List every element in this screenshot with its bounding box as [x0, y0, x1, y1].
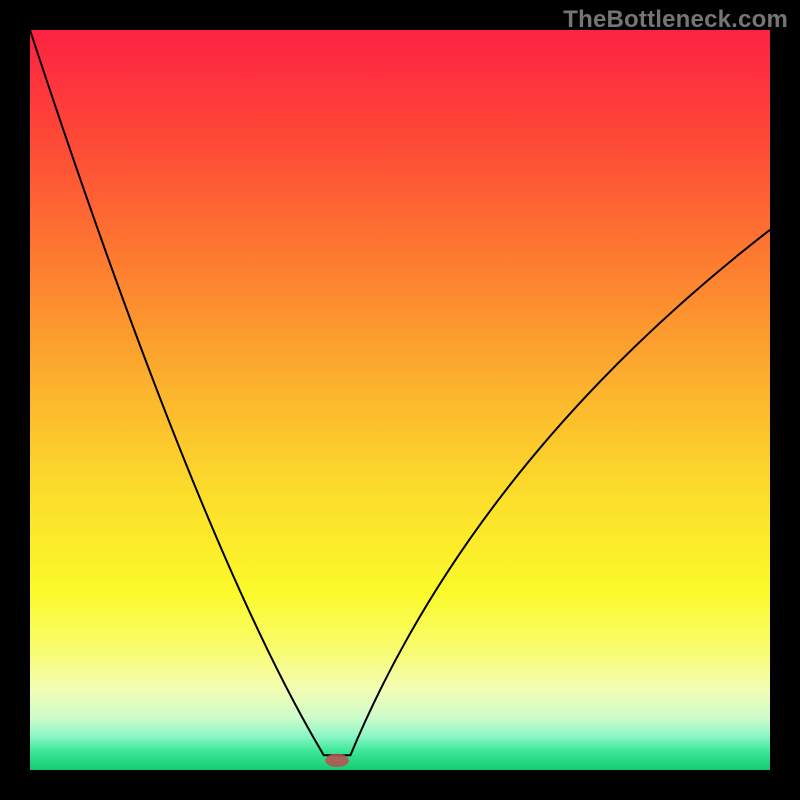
chart-container: TheBottleneck.com	[0, 0, 800, 800]
plot-background-gradient	[30, 30, 770, 770]
watermark-text: TheBottleneck.com	[563, 6, 788, 34]
optimum-marker	[325, 754, 349, 767]
bottleneck-chart	[0, 0, 800, 800]
